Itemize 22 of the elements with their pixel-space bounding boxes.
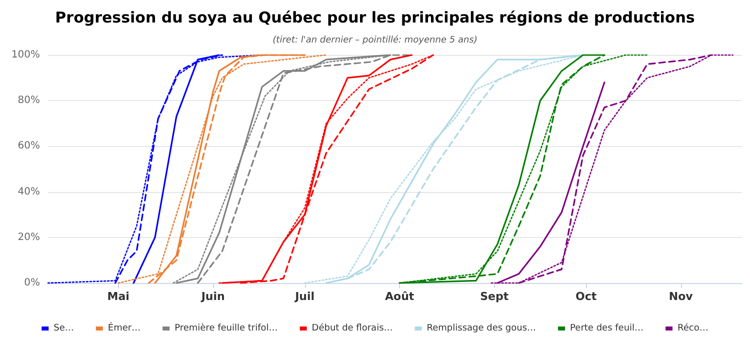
x-tick-label: Août: [385, 290, 414, 303]
x-tick-label: Sept: [480, 290, 509, 303]
x-tick-label: Mai: [107, 290, 130, 303]
legend-label: Remplissage des gous…: [426, 324, 536, 334]
legend-label: Perte des feuil…: [570, 324, 644, 334]
legend-label: Émer…: [108, 322, 141, 334]
x-tick-label: Nov: [668, 290, 694, 303]
chart-title: Progression du soya au Québec pour les principales régions de productions: [55, 8, 695, 26]
legend-label: Première feuille trifol…: [174, 322, 278, 334]
legend-label: Début de florais…: [312, 322, 393, 334]
y-tick-label: 100%: [11, 50, 40, 60]
y-tick-label: 20%: [18, 232, 40, 243]
y-tick-label: 80%: [18, 95, 40, 106]
x-tick-label: Juin: [200, 290, 225, 303]
chart-subtitle: (tiret: l'an dernier – pointillé: moyenne 5 ans): [272, 34, 478, 46]
y-tick-label: 60%: [18, 140, 40, 152]
legend-label: Se…: [54, 324, 74, 334]
x-tick-label: Juil: [294, 290, 315, 303]
x-tick-label: Oct: [576, 290, 597, 303]
y-tick-label: 0%: [24, 278, 40, 288]
y-tick-label: 40%: [18, 186, 40, 198]
legend-label: Réco…: [678, 322, 708, 334]
